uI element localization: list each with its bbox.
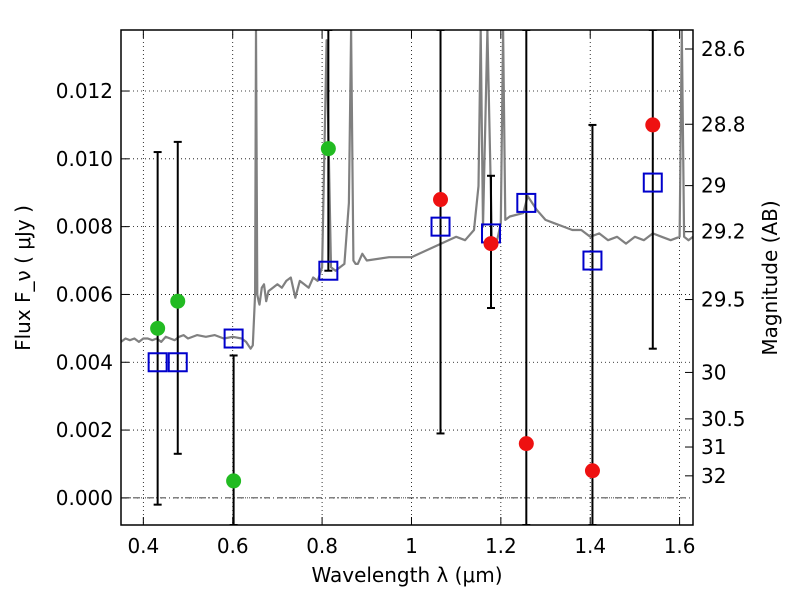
- y2-tick-label: 31: [701, 435, 726, 459]
- y-tick-label: 0.010: [56, 147, 113, 171]
- y-tick-label: 0.000: [56, 486, 113, 510]
- x-tick-label: 1.2: [485, 534, 517, 558]
- observed-series: [150, 117, 661, 489]
- model-point-square: [167, 352, 188, 373]
- observed-point-red: [584, 463, 600, 479]
- x-tick-label: 0.8: [306, 534, 338, 558]
- spectrum-series: [121, 30, 693, 350]
- model-point-square: [430, 216, 451, 237]
- y2-axis: 28.6 28.8 29 29.2 29.5 30 30.5 31 32: [685, 37, 746, 488]
- y2-tick-label: 30: [701, 360, 726, 384]
- y-tick-label: 0.006: [56, 282, 113, 306]
- y2-tick-label: 30.5: [701, 407, 746, 431]
- y2-tick-label: 32: [701, 464, 726, 488]
- model-point-square: [516, 192, 537, 213]
- observed-point-red: [645, 117, 661, 133]
- spectrum-line: [121, 30, 693, 350]
- y-tick-label: 0.004: [56, 350, 113, 374]
- y2-axis-title: Magnitude (AB): [758, 200, 782, 355]
- y-tick-label: 0.008: [56, 215, 113, 239]
- model-point-square: [318, 260, 339, 281]
- x-tick-label: 0.6: [217, 534, 249, 558]
- y2-tick-label: 29.5: [701, 288, 746, 312]
- y-tick-label: 0.012: [56, 79, 113, 103]
- x-axis: 0.4 0.6 0.8 1 1.2 1.4 1.6: [127, 30, 696, 558]
- y2-tick-label: 29.2: [701, 220, 746, 244]
- observed-point-red: [433, 192, 449, 208]
- y2-tick-label: 28.6: [701, 37, 746, 61]
- x-axis-title: Wavelength λ (μm): [311, 563, 502, 587]
- y-tick-label: 0.002: [56, 418, 113, 442]
- plot-frame: [120, 29, 694, 526]
- model-point-square: [147, 352, 168, 373]
- observed-point-green: [150, 320, 166, 336]
- x-tick-label: 1: [405, 534, 418, 558]
- model-point-square: [223, 328, 244, 349]
- observed-point-red: [518, 436, 534, 452]
- x-tick-label: 1.4: [574, 534, 606, 558]
- model-photometry-series: [147, 172, 663, 373]
- observed-point-green: [320, 141, 336, 157]
- y2-tick-label: 29: [701, 174, 726, 198]
- y-axis-title: Flux F_ν ( μJy ): [11, 205, 35, 351]
- errorbar-series: [153, 30, 657, 525]
- observed-point-red: [483, 236, 499, 252]
- x-tick-label: 1.6: [664, 534, 696, 558]
- grid: [121, 30, 693, 525]
- y2-tick-label: 28.8: [701, 112, 746, 136]
- x-tick-label: 0.4: [127, 534, 159, 558]
- observed-point-green: [226, 473, 242, 489]
- observed-point-green: [170, 293, 186, 309]
- model-point-square: [642, 172, 663, 193]
- model-point-square: [582, 250, 603, 271]
- y-axis: 0.000 0.002 0.004 0.006 0.008 0.010 0.012: [56, 79, 129, 510]
